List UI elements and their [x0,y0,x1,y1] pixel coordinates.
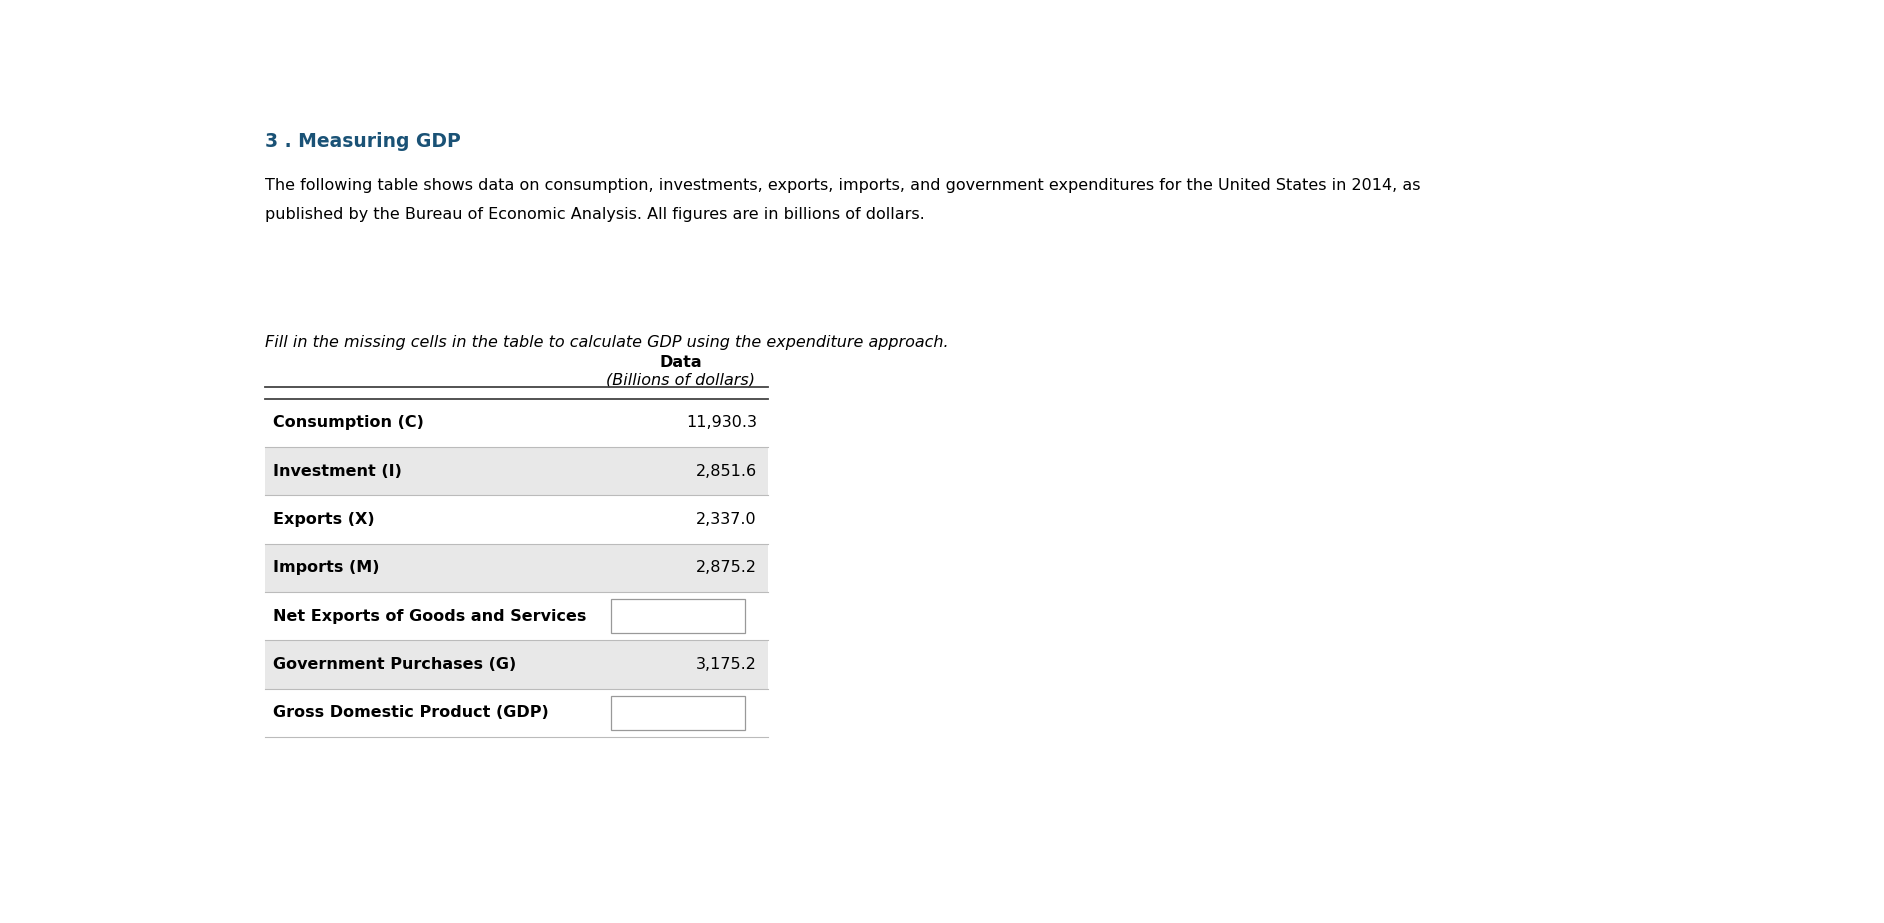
Text: Investment (I): Investment (I) [273,463,403,479]
Text: 11,930.3: 11,930.3 [686,415,757,430]
Text: Government Purchases (G): Government Purchases (G) [273,657,516,672]
Text: Data: Data [659,355,703,370]
Text: Net Exports of Goods and Services: Net Exports of Goods and Services [273,608,586,624]
Text: Imports (M): Imports (M) [273,560,381,575]
Text: 3 . Measuring GDP: 3 . Measuring GDP [264,132,460,151]
Text: Consumption (C): Consumption (C) [273,415,424,430]
Text: 2,851.6: 2,851.6 [695,463,757,479]
Bar [264,447,769,496]
Text: 3,175.2: 3,175.2 [695,657,757,672]
Text: Exports (X): Exports (X) [273,512,375,527]
Text: (Billions of dollars): (Billions of dollars) [607,373,755,388]
Text: Fill in the missing cells in the table to calculate GDP using the expenditure ap: Fill in the missing cells in the table t… [264,335,948,350]
Bar [610,696,744,730]
Text: 2,875.2: 2,875.2 [695,560,757,575]
Bar [264,641,769,689]
Text: published by the Bureau of Economic Analysis. All figures are in billions of dol: published by the Bureau of Economic Anal… [264,207,925,222]
Bar [264,544,769,592]
Bar [610,599,744,633]
Text: The following table shows data on consumption, investments, exports, imports, an: The following table shows data on consum… [264,178,1421,193]
Text: Gross Domestic Product (GDP): Gross Domestic Product (GDP) [273,705,550,720]
Text: 2,337.0: 2,337.0 [695,512,757,527]
